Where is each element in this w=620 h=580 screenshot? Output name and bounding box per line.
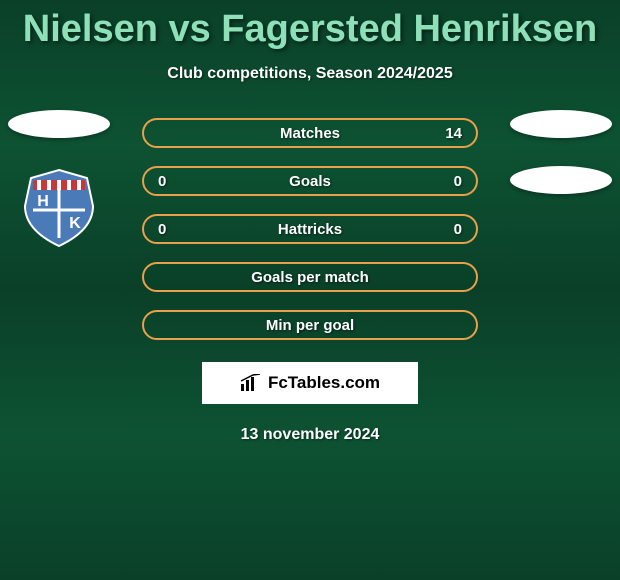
- stat-label: Hattricks: [278, 221, 342, 238]
- svg-text:K: K: [69, 215, 81, 232]
- player-right-column: [510, 110, 612, 194]
- stat-right-value: 0: [442, 221, 462, 238]
- date-text: 13 november 2024: [0, 426, 620, 444]
- chart-icon: [240, 374, 262, 392]
- stat-label: Min per goal: [266, 317, 354, 334]
- stat-row-hattricks: 0 Hattricks 0: [142, 214, 478, 244]
- stat-right-value: 0: [442, 173, 462, 190]
- brand-text: FcTables.com: [268, 373, 380, 393]
- branding-box: FcTables.com: [202, 362, 418, 404]
- stat-left-value: 0: [158, 173, 178, 190]
- stat-label: Goals: [289, 173, 331, 190]
- player-left-placeholder: [8, 110, 110, 138]
- player-right-placeholder-1: [510, 110, 612, 138]
- stats-container: H K Matches 14 0 Goals 0 0 Hattricks 0 G…: [0, 118, 620, 444]
- stat-label: Matches: [280, 125, 340, 142]
- stat-right-value: 14: [442, 125, 462, 142]
- page-title: Nielsen vs Fagersted Henriksen: [0, 0, 620, 51]
- stat-row-min-per-goal: Min per goal: [142, 310, 478, 340]
- stat-left-value: 0: [158, 221, 178, 238]
- player-right-placeholder-2: [510, 166, 612, 194]
- stat-label: Goals per match: [251, 269, 369, 286]
- club-logo-left: H K: [17, 166, 101, 250]
- player-left-column: H K: [8, 110, 110, 250]
- svg-text:H: H: [37, 193, 49, 210]
- stat-row-goals-per-match: Goals per match: [142, 262, 478, 292]
- stat-row-goals: 0 Goals 0: [142, 166, 478, 196]
- subtitle: Club competitions, Season 2024/2025: [0, 65, 620, 83]
- stat-row-matches: Matches 14: [142, 118, 478, 148]
